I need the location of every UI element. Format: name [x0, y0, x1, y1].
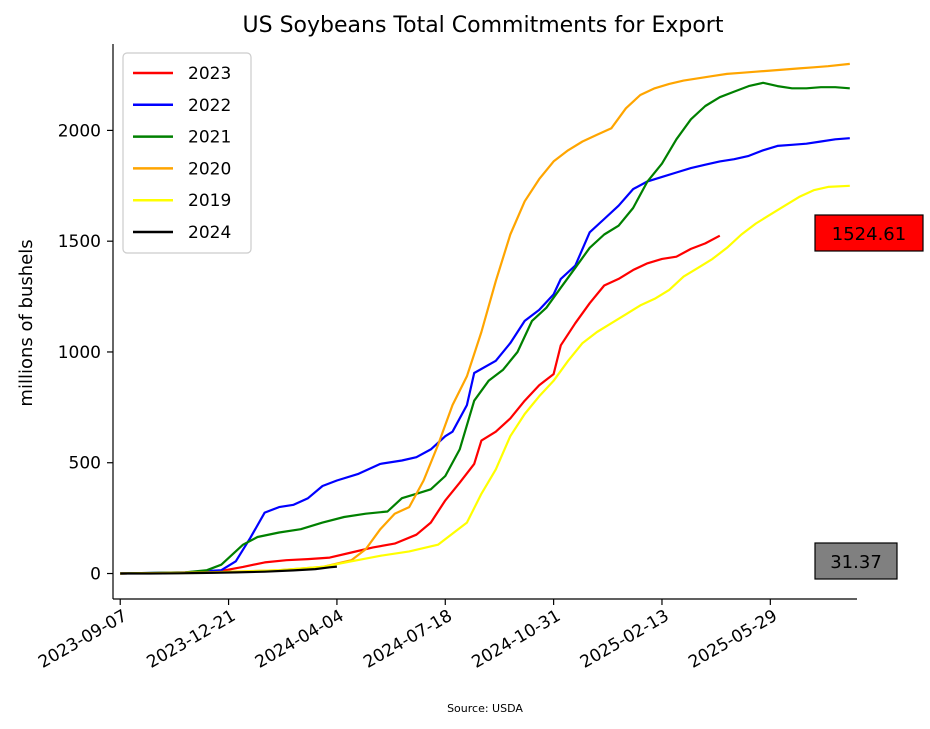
x-tick-label: 2024-07-18	[360, 606, 456, 673]
series-line-2022	[120, 137, 850, 575]
value-badge-box	[814, 214, 924, 252]
plot-area	[120, 62, 850, 575]
legend-label-2021: 2021	[188, 128, 231, 148]
y-tick-label: 2000	[58, 121, 101, 141]
legend-label-2020: 2020	[188, 159, 231, 179]
chart-title: US Soybeans Total Commitments for Export	[243, 13, 724, 38]
series-line-2024	[120, 565, 338, 575]
legend-label-2024: 2024	[188, 223, 231, 243]
y-tick-label: 0	[90, 565, 101, 585]
y-axis-label: millions of bushels	[16, 239, 37, 406]
x-tick-label: 2025-05-29	[685, 606, 781, 673]
value-badge-label: 31.37	[830, 552, 882, 573]
y-tick-label: 1000	[58, 343, 101, 363]
legend-box	[122, 52, 252, 254]
y-tick-label: 500	[69, 454, 101, 474]
value-badges: 1524.61 31.37	[814, 214, 924, 580]
x-tick-label: 2024-10-31	[469, 606, 565, 673]
x-tick-label: 2023-09-07	[35, 606, 131, 673]
series-line-2021	[120, 81, 850, 575]
x-tick-label: 2025-02-13	[577, 606, 673, 673]
value-badge-box	[814, 542, 898, 580]
legend-label-2019: 2019	[188, 191, 231, 211]
value-badge-label: 1524.61	[832, 224, 906, 245]
series-line-2020	[120, 62, 850, 575]
series-line-2023	[120, 234, 721, 575]
x-tick-label: 2023-12-21	[144, 606, 240, 673]
series-line-2019	[120, 184, 850, 575]
legend-label-2022: 2022	[188, 96, 231, 116]
x-tick-label: 2024-04-04	[252, 606, 348, 673]
legend: 2023 2022 2021 2020 2019 2024	[122, 52, 252, 254]
y-tick-label: 1500	[58, 232, 101, 252]
source-note: Source: USDA	[447, 702, 523, 715]
legend-label-2023: 2023	[188, 64, 231, 84]
